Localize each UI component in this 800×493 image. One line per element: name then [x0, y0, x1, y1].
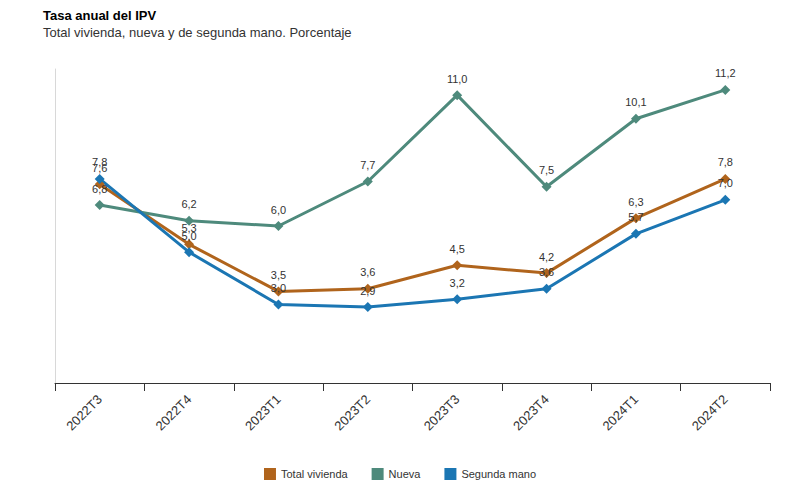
svg-text:11,2: 11,2 [715, 67, 736, 79]
svg-text:Total vivienda: Total vivienda [281, 468, 349, 480]
svg-text:Total vivienda, nueva y de seg: Total vivienda, nueva y de segunda mano.… [43, 25, 352, 40]
svg-text:5,0: 5,0 [181, 230, 196, 242]
svg-text:Nueva: Nueva [389, 468, 422, 480]
svg-text:3,2: 3,2 [450, 277, 465, 289]
svg-text:3,0: 3,0 [271, 282, 286, 294]
svg-text:7,7: 7,7 [360, 159, 375, 171]
svg-text:10,1: 10,1 [625, 96, 646, 108]
svg-text:2022T4: 2022T4 [153, 392, 195, 434]
svg-text:7,0: 7,0 [718, 177, 733, 189]
svg-text:7,8: 7,8 [92, 156, 107, 168]
svg-text:7,8: 7,8 [718, 156, 733, 168]
svg-text:4,5: 4,5 [450, 243, 465, 255]
svg-text:5,7: 5,7 [628, 211, 643, 223]
svg-text:2023T1: 2023T1 [242, 392, 284, 434]
svg-text:Tasa anual del IPV: Tasa anual del IPV [43, 8, 157, 23]
svg-text:6,0: 6,0 [271, 204, 286, 216]
svg-text:2024T2: 2024T2 [689, 392, 731, 434]
svg-text:6,3: 6,3 [628, 196, 643, 208]
svg-text:3,6: 3,6 [360, 266, 375, 278]
svg-text:2024T1: 2024T1 [599, 392, 641, 434]
svg-text:2023T3: 2023T3 [421, 392, 463, 434]
svg-text:6,2: 6,2 [181, 198, 196, 210]
svg-text:4,2: 4,2 [539, 251, 554, 263]
svg-text:3,5: 3,5 [271, 269, 286, 281]
svg-text:2023T4: 2023T4 [510, 392, 552, 434]
svg-text:7,5: 7,5 [539, 164, 554, 176]
svg-text:5,3: 5,3 [181, 221, 197, 234]
svg-text:2023T2: 2023T2 [331, 392, 373, 434]
svg-text:Segunda mano: Segunda mano [461, 468, 536, 480]
svg-text:11,0: 11,0 [447, 73, 468, 85]
svg-text:3,6: 3,6 [539, 266, 554, 278]
svg-text:6,8: 6,8 [92, 183, 107, 195]
svg-text:2,9: 2,9 [360, 285, 375, 297]
svg-text:2022T3: 2022T3 [63, 392, 105, 434]
